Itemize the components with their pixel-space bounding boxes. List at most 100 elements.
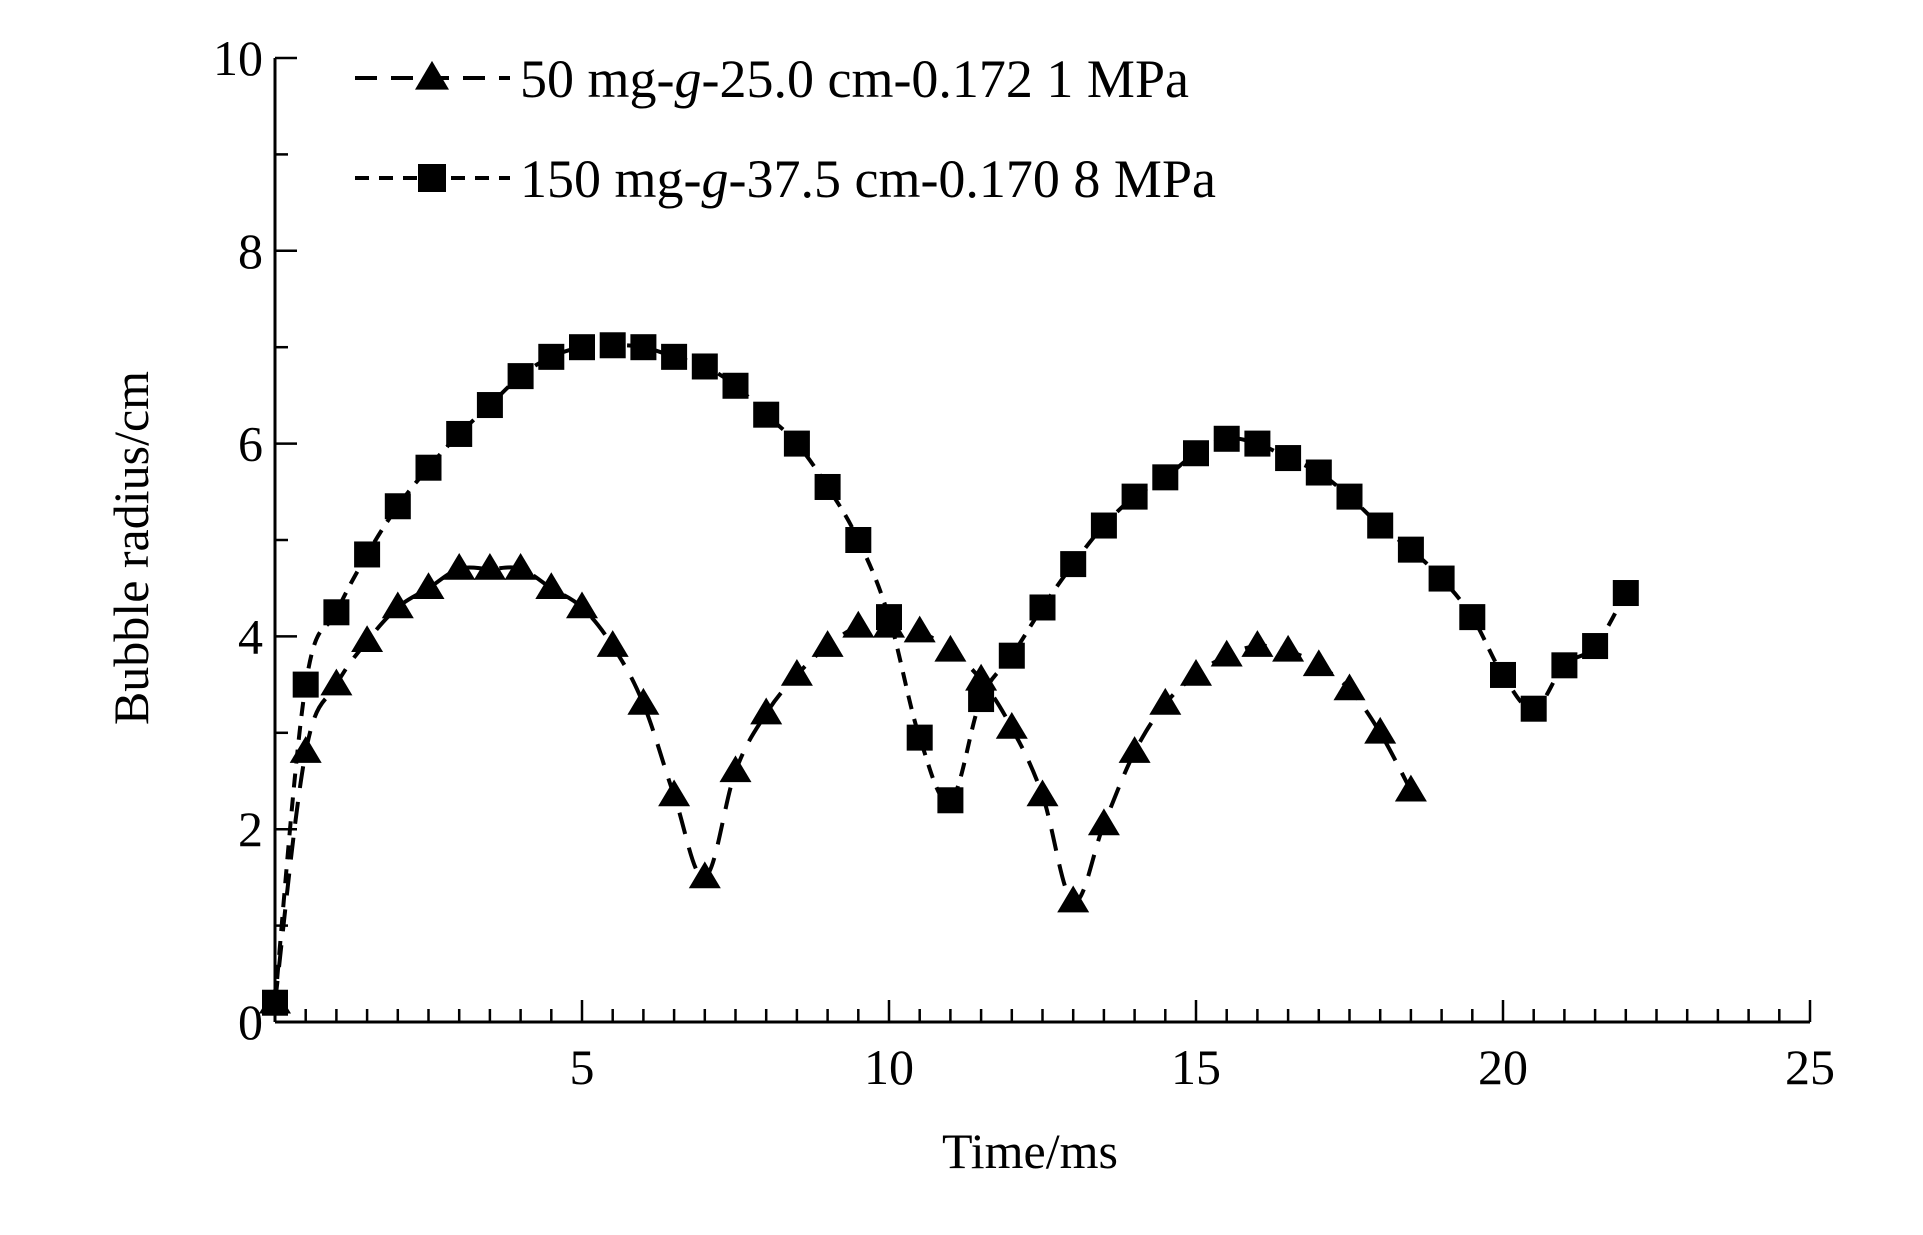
square-data-point bbox=[1060, 551, 1087, 578]
triangle-data-point bbox=[750, 697, 783, 725]
square-data-point bbox=[1090, 512, 1117, 539]
y-tick-label: 10 bbox=[213, 30, 263, 86]
triangle-data-point bbox=[1118, 736, 1151, 763]
x-tick-label: 25 bbox=[1785, 1039, 1835, 1095]
square-data-point bbox=[937, 787, 964, 814]
square-data-point bbox=[968, 686, 995, 713]
x-tick-label: 5 bbox=[570, 1039, 595, 1095]
square-data-point bbox=[1367, 512, 1394, 539]
triangle-data-point bbox=[473, 552, 506, 580]
triangle-data-point bbox=[1057, 885, 1090, 913]
triangle-data-point bbox=[934, 634, 967, 662]
y-tick-label: 6 bbox=[238, 416, 263, 472]
square-data-point bbox=[783, 430, 810, 457]
triangle-data-point bbox=[351, 625, 384, 653]
square-data-point bbox=[292, 671, 319, 698]
triangle-data-point bbox=[289, 736, 322, 763]
triangle-data-point bbox=[443, 552, 476, 580]
triangle-data-point bbox=[1394, 774, 1427, 802]
triangle-data-point bbox=[1149, 687, 1182, 715]
triangle-data-point bbox=[658, 779, 691, 807]
square-data-point bbox=[1397, 536, 1424, 563]
y-tick-label: 2 bbox=[238, 801, 263, 857]
triangle-data-point bbox=[903, 615, 936, 643]
square-data-point bbox=[354, 541, 381, 568]
x-axis-title: Time/ms bbox=[942, 1123, 1118, 1179]
square-data-point bbox=[1029, 594, 1056, 621]
square-data-point bbox=[876, 604, 902, 631]
square-data-point bbox=[1121, 483, 1148, 510]
square-data-point bbox=[1551, 652, 1578, 679]
square-data-point bbox=[1213, 425, 1240, 452]
axes: 5 10 15 20 25 0 2 4 6 8 10 bbox=[213, 30, 1835, 1095]
triangle-data-point bbox=[535, 572, 568, 600]
square-data-point bbox=[1428, 565, 1455, 592]
triangle-data-point bbox=[688, 861, 721, 889]
y-tick-label: 0 bbox=[238, 994, 263, 1050]
triangle-data-point bbox=[1333, 673, 1366, 701]
square-data-point bbox=[569, 334, 595, 361]
square-data-point bbox=[691, 353, 718, 380]
triangle-data-point bbox=[995, 712, 1028, 739]
square-data-point bbox=[599, 332, 626, 359]
triangle-data-point bbox=[1364, 716, 1397, 744]
triangle-data-point bbox=[811, 630, 844, 657]
x-tick-label: 10 bbox=[864, 1039, 914, 1095]
plot-area bbox=[259, 332, 1639, 1016]
square-data-point bbox=[722, 372, 749, 399]
triangle-data-point bbox=[1272, 634, 1305, 662]
series-triangle bbox=[259, 552, 1427, 1014]
square-data-point bbox=[446, 420, 473, 447]
square-data-point bbox=[1244, 430, 1271, 457]
square-data-point bbox=[1183, 440, 1209, 467]
square-data-point bbox=[1336, 483, 1363, 510]
triangle-data-point bbox=[566, 591, 598, 619]
square-data-point bbox=[262, 989, 288, 1016]
triangle-data-point bbox=[320, 668, 353, 696]
square-data-point bbox=[661, 343, 688, 370]
square-data-point bbox=[998, 642, 1025, 669]
square-data-point bbox=[1275, 445, 1302, 472]
square-data-point bbox=[630, 334, 657, 361]
square-data-point bbox=[753, 401, 780, 428]
triangle-data-point bbox=[1241, 630, 1274, 657]
square-data-point bbox=[476, 392, 503, 419]
x-tick-label: 20 bbox=[1478, 1039, 1528, 1095]
triangle-data-point bbox=[412, 572, 445, 600]
square-data-point bbox=[1612, 580, 1639, 607]
triangle-data-point bbox=[1210, 639, 1243, 667]
triangle-data-point bbox=[1026, 779, 1059, 807]
square-data-point bbox=[1520, 695, 1547, 722]
square-data-point bbox=[323, 599, 350, 626]
triangle-data-point bbox=[1180, 658, 1212, 686]
legend-square-marker bbox=[418, 164, 446, 192]
square-data-point bbox=[845, 527, 872, 553]
legend: 50 mg-g-25.0 cm-0.172 1 MPa 150 mg-g-37.5… bbox=[355, 49, 1216, 209]
y-tick-label: 4 bbox=[238, 608, 263, 664]
y-axis-title: Bubble radius/cm bbox=[103, 371, 159, 725]
square-data-point bbox=[1305, 459, 1332, 486]
square-data-point bbox=[538, 343, 565, 370]
series-line bbox=[273, 565, 1413, 1003]
square-data-point bbox=[1152, 464, 1179, 491]
x-tick-label: 15 bbox=[1171, 1039, 1221, 1095]
series-square bbox=[262, 332, 1639, 1016]
triangle-data-point bbox=[719, 755, 752, 783]
triangle-data-point bbox=[381, 591, 414, 619]
triangle-data-point bbox=[596, 630, 629, 657]
y-tick-label: 8 bbox=[238, 223, 263, 279]
legend-label: 150 mg-g-37.5 cm-0.170 8 MPa bbox=[520, 149, 1216, 209]
square-data-point bbox=[1459, 604, 1486, 631]
square-data-point bbox=[384, 493, 411, 520]
legend-triangle-marker bbox=[415, 60, 449, 90]
triangle-data-point bbox=[842, 610, 875, 638]
triangle-data-point bbox=[504, 552, 537, 580]
series-line bbox=[273, 343, 1628, 1003]
triangle-data-point bbox=[627, 687, 660, 715]
triangle-data-point bbox=[1087, 808, 1120, 836]
square-data-point bbox=[906, 724, 933, 751]
legend-label: 50 mg-g-25.0 cm-0.172 1 MPa bbox=[520, 49, 1189, 109]
square-data-point bbox=[415, 454, 442, 481]
square-data-point bbox=[1490, 661, 1516, 688]
